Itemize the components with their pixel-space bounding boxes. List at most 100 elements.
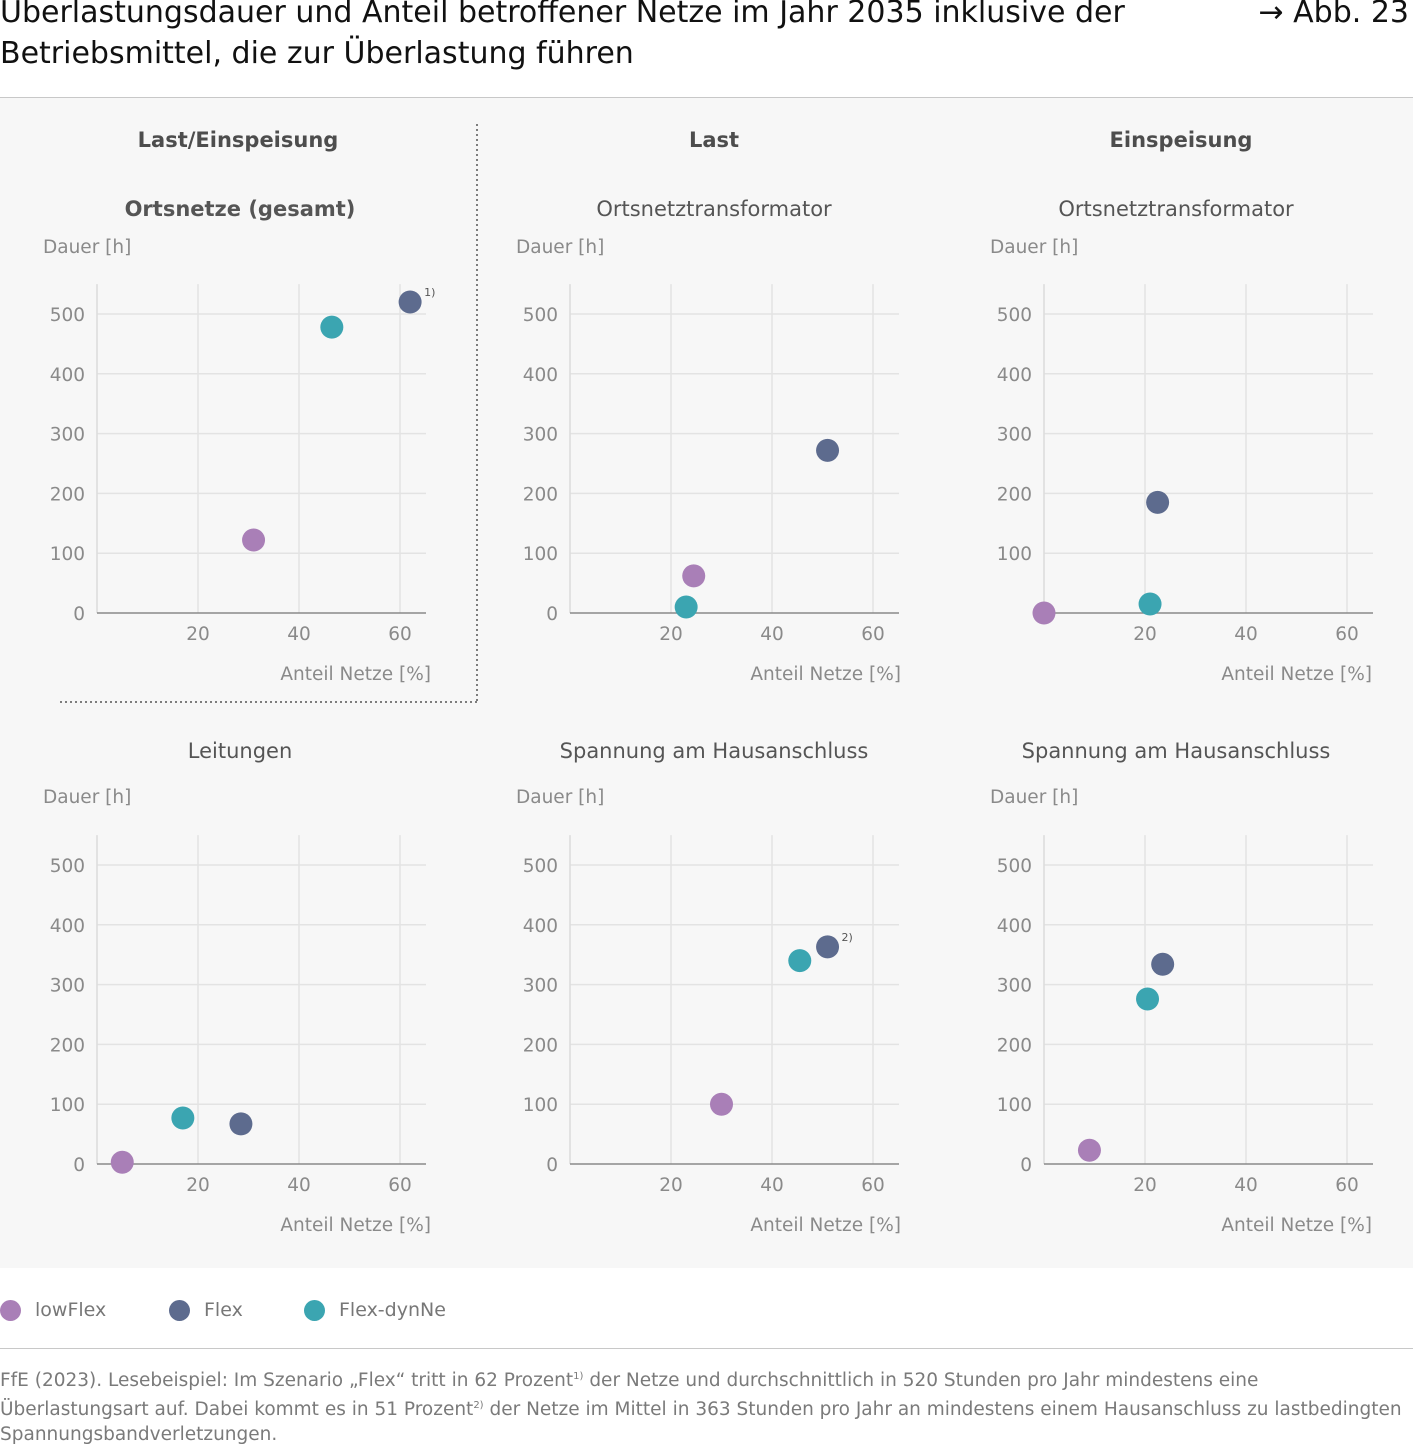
panel-5-x-tick-label: 60 <box>861 1175 885 1196</box>
panel-5-title: Spannung am Hausanschluss <box>560 739 869 763</box>
panel-5-y-tick-label: 200 <box>523 1035 558 1056</box>
panel-6-point-lowflex <box>1077 1138 1101 1162</box>
panel-4-point-flex-dynne <box>171 1106 195 1130</box>
panel-5-y-tick-label: 0 <box>546 1155 558 1176</box>
panel-5-point-annotation: 2) <box>842 931 853 944</box>
panel-2-point-flex <box>816 438 840 462</box>
panel-3-title: Ortsnetztransformator <box>1058 197 1294 221</box>
figure-reference[interactable]: → Abb. 23 <box>1258 0 1409 30</box>
panel-6-y-tick-label: 300 <box>997 976 1032 997</box>
panel-2-y-tick-label: 400 <box>523 365 558 386</box>
panel-3-y-tick-label: 300 <box>997 425 1032 446</box>
panel-4-y-tick-label: 0 <box>73 1155 85 1176</box>
panel-3-x-tick-label: 20 <box>1133 624 1157 645</box>
panel-3-y-tick-label: 400 <box>997 365 1032 386</box>
panel-5-y-tick-label: 100 <box>523 1095 558 1116</box>
panel-4-point-flex <box>229 1112 253 1136</box>
panel-6-point-flex <box>1151 952 1175 976</box>
panel-3-xlabel: Anteil Netze [%] <box>1221 664 1372 685</box>
panel-6-xlabel: Anteil Netze [%] <box>1221 1215 1372 1236</box>
panel-4-y-tick-label: 300 <box>50 976 85 997</box>
panel-3-x-tick-label: 60 <box>1335 624 1359 645</box>
panel-5-ylabel: Dauer [h] <box>516 787 604 808</box>
panel-2-y-tick-label: 0 <box>546 604 558 625</box>
panel-1-x-tick-label: 40 <box>287 624 311 645</box>
panel-1-point-annotation: 1) <box>424 286 435 299</box>
panel-6-y-tick-label: 0 <box>1020 1155 1032 1176</box>
panel-1-y-tick-label: 500 <box>50 305 85 326</box>
panel-1-y-tick-label: 300 <box>50 425 85 446</box>
panel-4-y-tick-label: 500 <box>50 856 85 877</box>
section-heading-left: Last/Einspeisung <box>138 128 339 152</box>
panel-1-title: Ortsnetze (gesamt) <box>125 197 356 221</box>
panel-4-xlabel: Anteil Netze [%] <box>280 1215 431 1236</box>
chart-panel <box>0 98 1413 1268</box>
legend-dot-flex-dynne <box>304 1299 325 1321</box>
section-heading-middle: Last <box>689 128 739 152</box>
panel-4-y-tick-label: 400 <box>50 916 85 937</box>
panel-4-x-tick-label: 60 <box>388 1175 412 1196</box>
panel-3-ylabel: Dauer [h] <box>990 237 1078 258</box>
panel-4-y-tick-label: 200 <box>50 1035 85 1056</box>
panel-4-point-lowflex <box>110 1150 134 1174</box>
panel-5-y-tick-label: 500 <box>523 856 558 877</box>
panel-2-point-flex-dynne <box>674 595 698 619</box>
panel-5-y-tick-label: 400 <box>523 916 558 937</box>
panel-2-y-tick-label: 200 <box>523 484 558 505</box>
panel-4-x-tick-label: 40 <box>287 1175 311 1196</box>
chart-title: Überlastungsdauer und Anteil betroffener… <box>0 0 1125 71</box>
panel-1-y-tick-label: 400 <box>50 365 85 386</box>
panel-2-point-lowflex <box>682 564 706 588</box>
legend-item-flex-dynne: Flex-dynNe <box>304 1299 446 1321</box>
panel-6-ylabel: Dauer [h] <box>990 787 1078 808</box>
legend-label-flex-dynne: Flex-dynNe <box>339 1299 446 1321</box>
panel-2-x-tick-label: 60 <box>861 624 885 645</box>
panel-4-title: Leitungen <box>188 739 293 763</box>
panel-2-y-tick-label: 300 <box>523 425 558 446</box>
section-heading-right: Einspeisung <box>1110 128 1253 152</box>
panel-5-xlabel: Anteil Netze [%] <box>750 1215 901 1236</box>
panel-2-y-tick-label: 100 <box>523 544 558 565</box>
panel-1-xlabel: Anteil Netze [%] <box>280 664 431 685</box>
panel-1-x-tick-label: 20 <box>186 624 210 645</box>
charts-svg: Last/Einspeisung Last Einspeisung Ortsne… <box>43 124 1373 1236</box>
panel-3-y-tick-label: 200 <box>997 484 1032 505</box>
panel-6-x-tick-label: 40 <box>1234 1175 1258 1196</box>
panel-6-title: Spannung am Hausanschluss <box>1022 739 1331 763</box>
panel-4-y-tick-label: 100 <box>50 1095 85 1116</box>
panel-5-x-tick-label: 20 <box>659 1175 683 1196</box>
panel-1-y-tick-label: 200 <box>50 484 85 505</box>
panel-4-x-tick-label: 20 <box>186 1175 210 1196</box>
panel-6-y-tick-label: 200 <box>997 1035 1032 1056</box>
panel-6-y-tick-label: 100 <box>997 1095 1032 1116</box>
legend-label-flex: Flex <box>204 1299 243 1321</box>
panel-3-point-flex <box>1146 490 1170 514</box>
legend-item-flex: Flex <box>169 1299 243 1321</box>
top-divider <box>0 97 1413 98</box>
legend-item-lowflex: lowFlex <box>0 1299 106 1321</box>
legend-dot-lowflex <box>0 1299 21 1321</box>
panel-6-y-tick-label: 500 <box>997 856 1032 877</box>
panel-6-y-tick-label: 400 <box>997 916 1032 937</box>
panel-3-y-tick-label: 100 <box>997 544 1032 565</box>
panel-2-y-tick-label: 500 <box>523 305 558 326</box>
panel-1-y-tick-label: 0 <box>73 604 85 625</box>
panel-1-ylabel: Dauer [h] <box>43 237 131 258</box>
bottom-divider <box>0 1348 1413 1349</box>
panel-5-point-flex-dynne <box>788 949 812 973</box>
panel-1-point-flex <box>398 290 422 314</box>
panel-5-point-lowflex <box>710 1092 733 1116</box>
panel-3-y-tick-label: 500 <box>997 305 1032 326</box>
panel-1-x-tick-label: 60 <box>388 624 412 645</box>
panel-1-point-lowflex <box>242 528 266 552</box>
panel-6-x-tick-label: 20 <box>1133 1175 1157 1196</box>
panel-5-point-flex <box>816 935 840 959</box>
legend-label-lowflex: lowFlex <box>35 1299 107 1321</box>
panel-5-x-tick-label: 40 <box>760 1175 784 1196</box>
source-note: FfE (2023). Lesebeispiel: Im Szenario „F… <box>0 1370 1402 1446</box>
panel-1-y-tick-label: 100 <box>50 544 85 565</box>
panel-3-point-flex-dynne <box>1138 592 1162 616</box>
panel-2-title: Ortsnetztransformator <box>596 197 832 221</box>
panel-4-ylabel: Dauer [h] <box>43 787 131 808</box>
panel-6-x-tick-label: 60 <box>1335 1175 1359 1196</box>
